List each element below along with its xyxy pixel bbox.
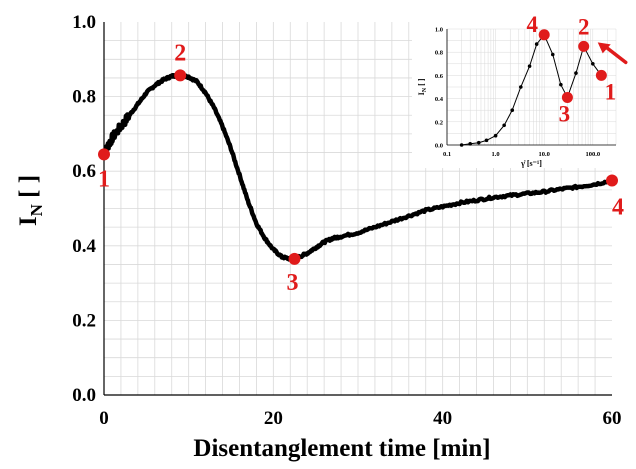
inset-point-marker [595, 69, 607, 81]
inset-data-point [510, 108, 515, 112]
inset-data-point [502, 123, 506, 128]
x-tick-label: 20 [264, 408, 283, 429]
inset-point-marker [578, 40, 590, 52]
inset-data-point [519, 85, 523, 89]
point-label: 2 [174, 40, 186, 66]
point-label: 3 [287, 270, 299, 296]
inset-point-marker [561, 91, 573, 103]
point-marker [606, 174, 618, 187]
inset-data-point [476, 140, 481, 145]
inset-data-point [534, 42, 539, 46]
inset-point-label: 3 [559, 101, 571, 126]
inset-data-point [459, 143, 464, 147]
inset-x-tick-label: 100.0 [585, 151, 600, 158]
inset-y-tick-label: 0.0 [435, 143, 443, 150]
point-marker [98, 148, 110, 161]
inset-arrow-head [597, 42, 611, 54]
point-marker [288, 252, 301, 265]
y-tick-label: 0.6 [72, 161, 96, 182]
y-tick-label: 0.0 [72, 385, 96, 406]
inset-point-label: 4 [526, 12, 538, 37]
x-tick-label: 0 [99, 408, 109, 429]
inset-data-point [574, 71, 578, 75]
inset-data-point [591, 62, 595, 66]
inset-data-point [493, 133, 498, 138]
inset-y-tick-label: 0.4 [435, 96, 444, 103]
inset-x-tick-label: 0.1 [443, 151, 451, 158]
y-tick-label: 0.8 [72, 87, 96, 108]
x-axis-title: Disentanglement time [min] [193, 435, 490, 462]
inset-point-label: 2 [578, 14, 590, 39]
inset-data-point [550, 52, 555, 57]
point-label: 1 [98, 166, 110, 192]
y-axis-title: IN [ ] [15, 175, 46, 226]
inset-data-point [559, 82, 563, 87]
y-tick-label: 1.0 [72, 12, 96, 33]
point-marker [174, 69, 187, 82]
inset-y-tick-label: 1.0 [435, 27, 443, 34]
point-label: 4 [612, 195, 624, 221]
inset-data-point [484, 138, 489, 143]
inset-point-label: 1 [605, 79, 617, 104]
inset-x-axis-title: γ̇ [s⁻¹] [520, 159, 542, 168]
inset-x-tick-label: 10.0 [539, 151, 550, 158]
y-tick-label: 0.2 [72, 310, 96, 331]
inset-arrow-shaft [601, 43, 628, 65]
inset-plot: 0.1 1.0 10.0 100.0 0.0 0.2 0.4 0.6 0.8 1.0 γ̇ [s⁻¹… [412, 8, 628, 168]
inset-data-point [527, 64, 532, 68]
inset-y-tick-label: 0.6 [435, 73, 444, 80]
y-tick-label: 0.4 [72, 236, 96, 257]
inset-data-point [468, 142, 472, 146]
inset-x-tick-label: 1.0 [492, 151, 500, 158]
inset-y-tick-label: 0.2 [435, 119, 443, 126]
inset-point-marker [538, 29, 550, 41]
inset-y-tick-label: 0.8 [435, 50, 444, 57]
inset-y-axis-title: IN [ ] [417, 78, 428, 95]
x-tick-label: 40 [433, 408, 452, 429]
x-tick-label: 60 [603, 408, 622, 429]
